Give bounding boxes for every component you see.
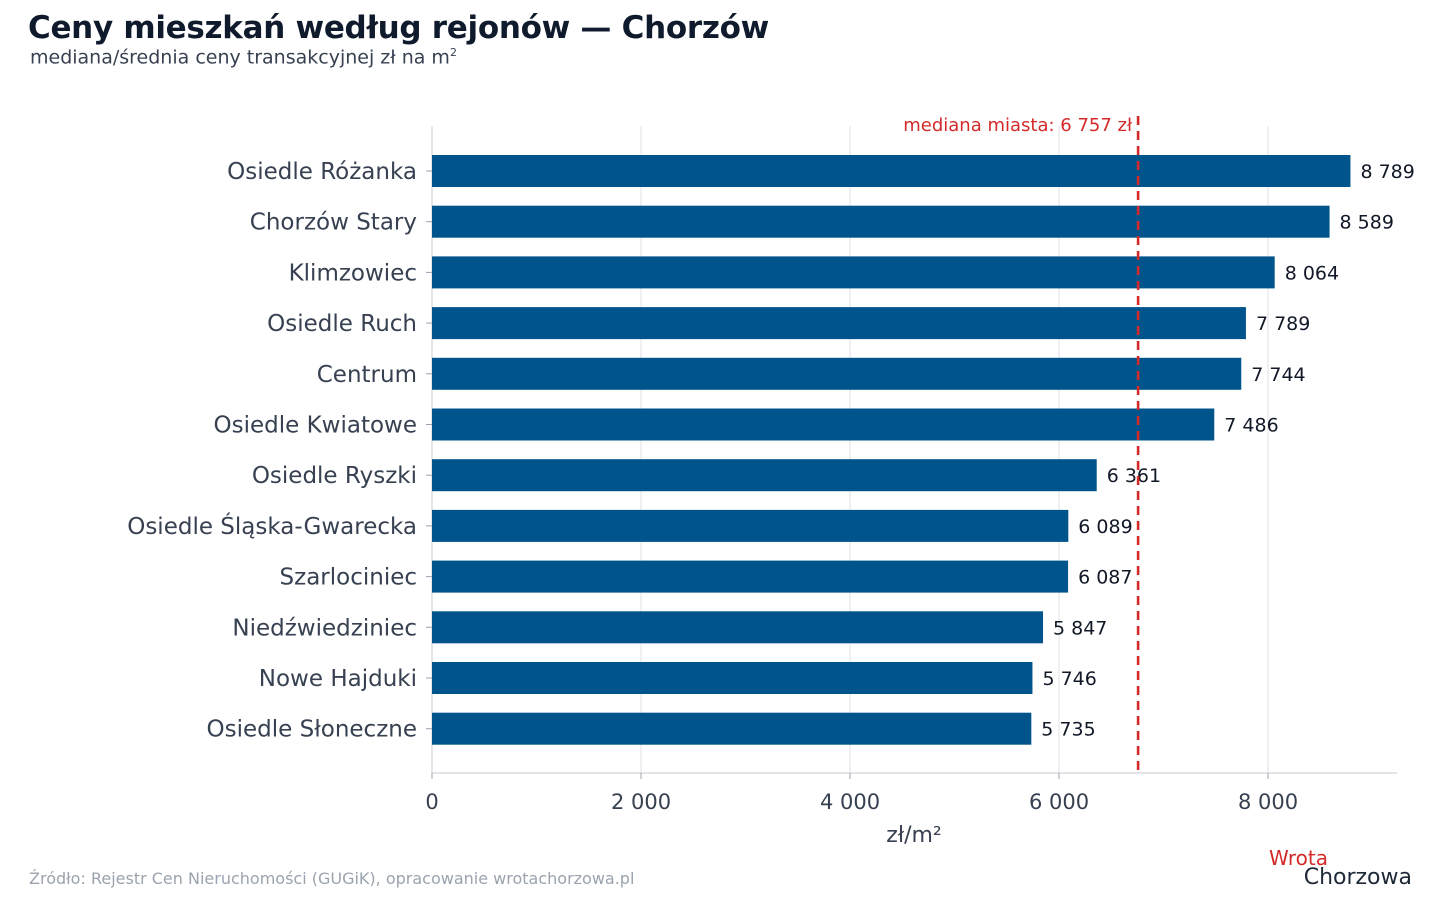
value-label: 6 089 <box>1078 516 1132 538</box>
bar <box>432 662 1033 694</box>
category-label: Osiedle Słoneczne <box>207 717 417 743</box>
bar <box>432 408 1215 441</box>
bar <box>432 509 1069 542</box>
chart-subtitle: mediana/średnia ceny transakcyjnej zł na… <box>30 46 457 68</box>
value-label: 7 744 <box>1251 364 1305 386</box>
category-label: Klimzowiec <box>289 260 417 286</box>
value-label: 6 087 <box>1078 567 1132 589</box>
chart-title: Ceny mieszkań według rejonów — Chorzów <box>28 10 769 46</box>
x-tick-label: 4 000 <box>820 790 880 814</box>
bar <box>432 307 1246 340</box>
median-label: mediana miasta: 6 757 zł <box>903 115 1133 136</box>
x-tick-label: 2 000 <box>611 790 671 814</box>
bar <box>432 459 1097 492</box>
value-label: 8 064 <box>1285 262 1339 284</box>
logo-top-text: Wrota <box>1269 846 1328 870</box>
category-label: Nowe Hajduki <box>259 666 417 692</box>
bar <box>432 712 1032 745</box>
bar <box>432 256 1275 289</box>
category-label: Niedźwiedziniec <box>232 615 417 641</box>
subtitle-superscript: 2 <box>449 46 457 59</box>
subtitle-text: mediana/średnia ceny transakcyjnej zł na… <box>30 46 450 69</box>
value-label: 5 847 <box>1053 617 1107 639</box>
category-label: Osiedle Śląska-Gwarecka <box>127 512 417 540</box>
value-label: 8 589 <box>1340 212 1394 234</box>
category-label: Osiedle Ryszki <box>252 463 417 489</box>
value-label: 6 361 <box>1107 465 1161 487</box>
x-tick-label: 8 000 <box>1238 790 1298 814</box>
category-label: Szarlociniec <box>280 565 417 591</box>
category-label: Osiedle Różanka <box>227 159 417 185</box>
source-note: Źródło: Rejestr Cen Nieruchomości (GUGiK… <box>29 869 635 888</box>
value-label: 7 486 <box>1224 415 1278 437</box>
brand-logo: Wrota Chorzowa <box>1269 848 1412 889</box>
logo-bottom-text: Chorzowa <box>1303 865 1412 890</box>
bar <box>432 155 1351 187</box>
x-tick-label: 6 000 <box>1029 790 1089 814</box>
category-label: Osiedle Ruch <box>267 311 417 337</box>
bar <box>432 611 1044 644</box>
value-label: 5 735 <box>1041 719 1095 741</box>
bar <box>432 205 1330 238</box>
bar <box>432 560 1069 593</box>
category-label: Osiedle Kwiatowe <box>213 413 417 439</box>
category-label: Centrum <box>317 362 417 388</box>
x-axis-title: zł/m² <box>886 823 941 848</box>
value-label: 5 746 <box>1042 668 1096 690</box>
x-tick-label: 0 <box>425 790 438 814</box>
category-label: Chorzów Stary <box>250 210 417 236</box>
value-label: 8 789 <box>1360 161 1414 183</box>
value-label: 7 789 <box>1256 313 1310 335</box>
bar <box>432 357 1242 390</box>
